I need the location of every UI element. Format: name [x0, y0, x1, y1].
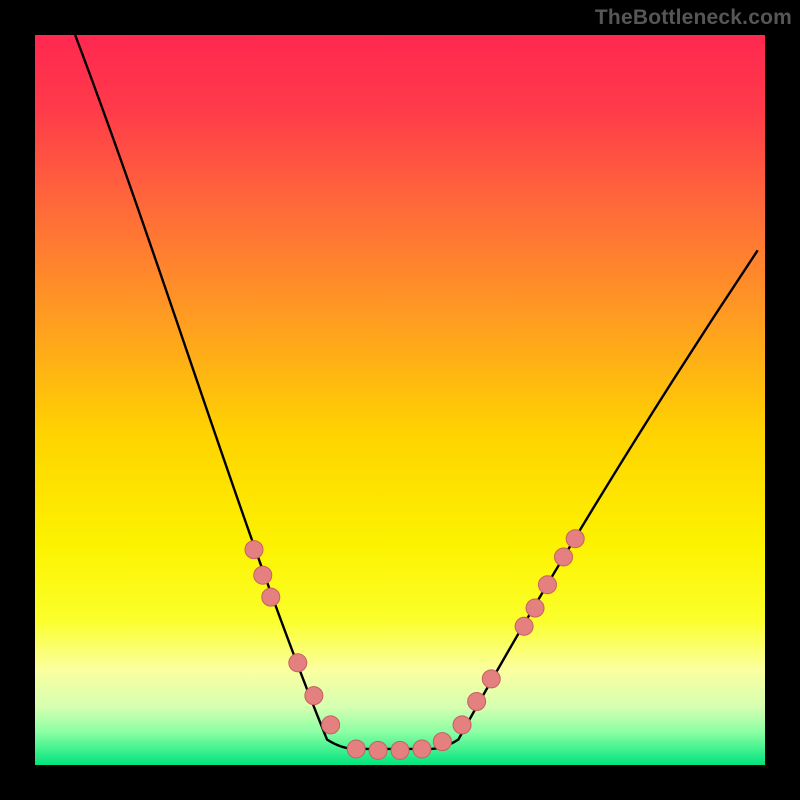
data-marker: [526, 599, 544, 617]
data-marker: [369, 741, 387, 759]
data-marker: [433, 733, 451, 751]
data-marker: [322, 716, 340, 734]
data-marker: [254, 566, 272, 584]
data-marker: [305, 687, 323, 705]
data-marker: [453, 716, 471, 734]
data-marker: [245, 541, 263, 559]
data-marker: [262, 588, 280, 606]
data-marker: [566, 530, 584, 548]
data-marker: [482, 670, 500, 688]
data-marker: [515, 617, 533, 635]
plot-area: [35, 35, 765, 765]
data-marker: [391, 741, 409, 759]
data-marker: [468, 692, 486, 710]
data-marker: [413, 740, 431, 758]
data-marker: [555, 548, 573, 566]
data-marker: [347, 740, 365, 758]
bottleneck-curve: [35, 35, 765, 765]
data-marker: [289, 654, 307, 672]
data-marker: [538, 576, 556, 594]
watermark-text: TheBottleneck.com: [595, 6, 792, 30]
